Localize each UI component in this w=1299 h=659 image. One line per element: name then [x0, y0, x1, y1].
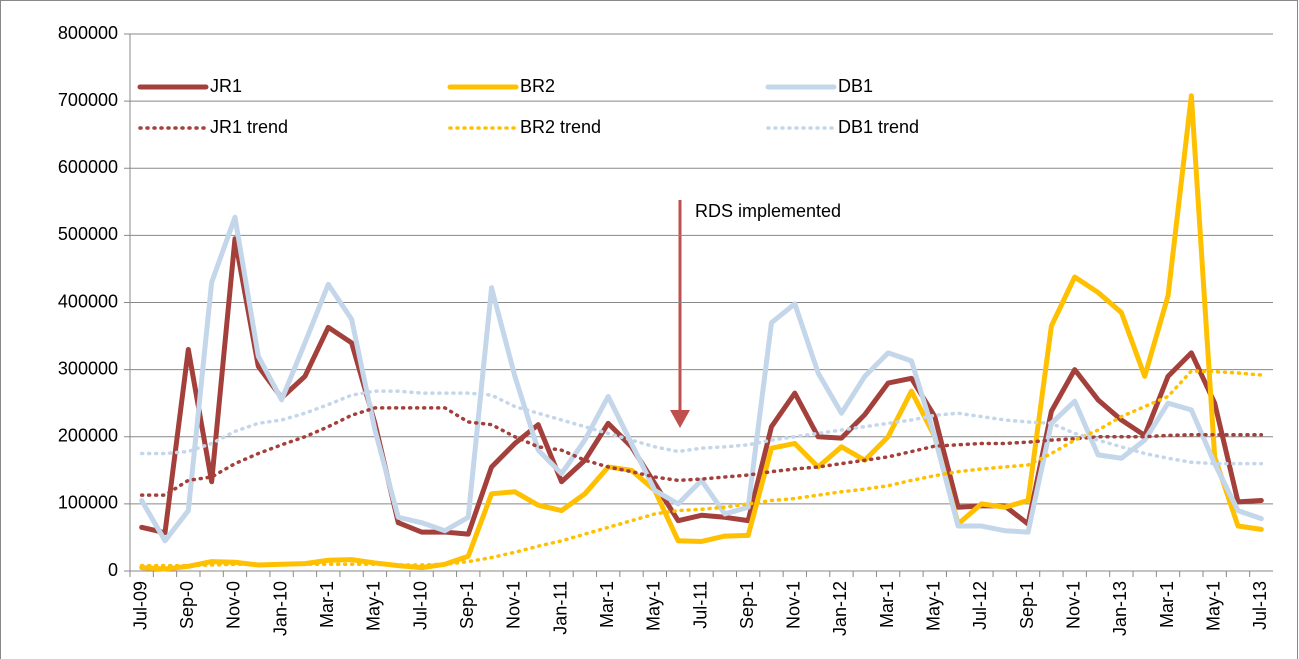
legend-label: DB1: [838, 76, 873, 96]
legend-label: JR1 trend: [210, 117, 288, 137]
legend-label: DB1 trend: [838, 117, 919, 137]
x-tick-label: May-1: [644, 581, 664, 631]
x-tick-label: Nov-0: [224, 581, 244, 629]
x-tick-label: Jan-12: [830, 581, 850, 636]
y-tick-label: 300000: [58, 358, 118, 378]
x-tick-label: May-1: [924, 581, 944, 631]
x-tick-label: Jul-11: [690, 581, 710, 629]
series-line: [139, 236, 1264, 537]
x-tick-label: Sep-1: [1017, 581, 1037, 629]
y-tick-label: 800000: [58, 23, 118, 43]
x-tick-label: Jan-10: [270, 581, 290, 636]
legend-label: BR2 trend: [520, 117, 601, 137]
y-tick-label: 100000: [58, 493, 118, 513]
trend-line: [139, 389, 1264, 466]
x-tick-label: Sep-1: [457, 581, 477, 629]
x-tick-label: Sep-0: [177, 581, 197, 629]
y-tick-label: 700000: [58, 90, 118, 110]
x-tick-label: Sep-1: [737, 581, 757, 629]
trend-line: [139, 406, 1264, 497]
x-tick-label: Nov-1: [504, 581, 524, 629]
x-tick-label: Nov-1: [784, 581, 804, 629]
trend-line: [139, 369, 1264, 568]
y-tick-label: 400000: [58, 291, 118, 311]
x-tick-label: Mar-1: [317, 581, 337, 628]
x-tick-label: Jan-11: [550, 581, 570, 635]
x-tick-label: Mar-1: [1157, 581, 1177, 628]
x-tick-label: Jul-09: [130, 581, 150, 630]
x-tick-label: Mar-1: [597, 581, 617, 628]
y-tick-label: 500000: [58, 224, 118, 244]
x-tick-label: May-1: [364, 581, 384, 631]
x-tick-label: Jan-13: [1110, 581, 1130, 636]
x-tick-label: Mar-1: [877, 581, 897, 628]
legend-label: BR2: [520, 76, 555, 96]
y-tick-label: 200000: [58, 426, 118, 446]
legend-label: JR1: [210, 76, 242, 96]
x-tick-label: Jul-12: [970, 581, 990, 630]
x-tick-label: Jul-13: [1250, 581, 1270, 630]
x-tick-label: May-1: [1203, 581, 1223, 631]
x-tick-label: Jul-10: [410, 581, 430, 630]
series-line: [139, 214, 1264, 544]
y-tick-label: 0: [108, 560, 118, 580]
y-tick-label: 600000: [58, 157, 118, 177]
x-tick-label: Nov-1: [1063, 581, 1083, 629]
series-line: [139, 93, 1264, 572]
annotation-arrowhead: [670, 410, 690, 428]
annotation: RDS implemented: [695, 201, 841, 221]
